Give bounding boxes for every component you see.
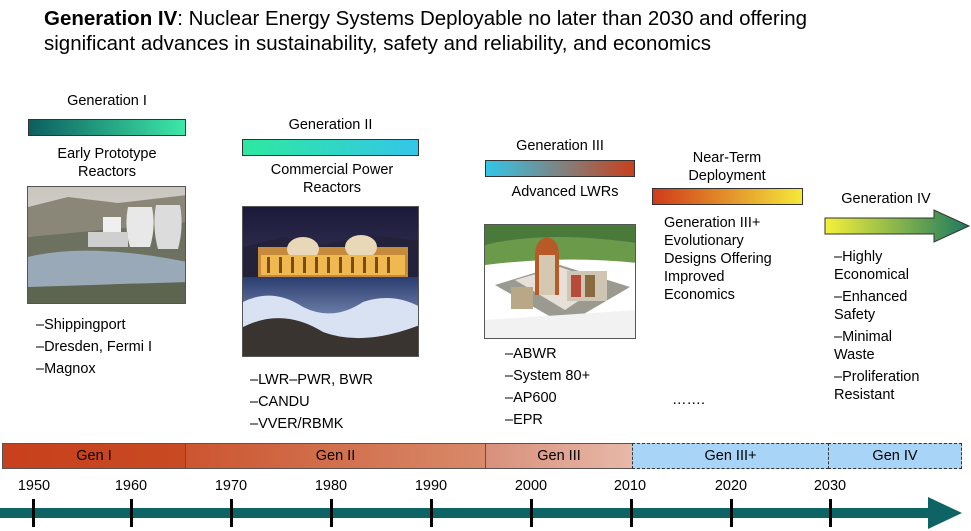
timeline-segment-gen3-plus: Gen III+ [632, 443, 829, 469]
gen4-list: –Highly Economical –Enhanced Safety –Min… [834, 248, 934, 404]
year-label: 2030 [813, 478, 847, 494]
gen1-photo [27, 186, 186, 304]
timeline-tick [730, 499, 733, 527]
year-label: 2000 [514, 478, 548, 494]
near-term-list: Generation III+ Evolutionary Designs Off… [664, 214, 772, 304]
gen2-label: Generation II [288, 117, 373, 133]
year-label: 2010 [613, 478, 647, 494]
timeline-tick [430, 499, 433, 527]
list-item: –Proliferation Resistant [834, 369, 920, 403]
list-item: –System 80+ [505, 368, 591, 384]
gen2-list: –LWR–PWR, BWR –CANDU –VVER/RBMK [250, 369, 373, 435]
gen3-bar [485, 160, 635, 177]
timeline-segment-gen1: Gen I [2, 443, 186, 469]
list-item: –CANDU [250, 394, 310, 410]
year-label: 1980 [314, 478, 348, 494]
timeline-tick [230, 499, 233, 527]
gen2-photo [242, 206, 419, 357]
list-item: Generation III+ [664, 215, 761, 231]
timeline-tick [130, 499, 133, 527]
list-item: –Magnox [36, 361, 96, 377]
gen1-bar [28, 119, 186, 136]
list-item: –Enhanced Safety [834, 289, 908, 323]
list-item: –Dresden, Fermi I [36, 339, 153, 355]
near-term-label: Near-Term Deployment [652, 149, 802, 185]
page-title: Generation IV: Nuclear Energy Systems De… [44, 6, 944, 56]
year-label: 1990 [414, 478, 448, 494]
gen3-list: –ABWR –System 80+ –AP600 –EPR [505, 343, 590, 431]
near-term-label-text: Near-Term Deployment [688, 150, 766, 184]
year-label: 1950 [17, 478, 51, 494]
timeline-segment-gen2: Gen II [185, 443, 486, 469]
list-item: Designs Offering [664, 251, 772, 267]
list-item: –AP600 [505, 390, 557, 406]
gen1-subtitle: Early Prototype Reactors [57, 146, 157, 180]
near-term-bar [652, 188, 803, 205]
gen2-subtitle: Commercial Power Reactors [270, 162, 394, 196]
timeline-tick [829, 499, 832, 527]
gen4-label: Generation IV [841, 191, 931, 207]
gen4-arrow [824, 209, 971, 243]
near-term-ellipsis: ……. [672, 392, 706, 408]
year-label: 1970 [214, 478, 248, 494]
timeline-segment-gen4: Gen IV [828, 443, 962, 469]
timeline-arrow [0, 497, 962, 529]
list-item: –LWR–PWR, BWR [250, 372, 373, 388]
timeline-tick [32, 499, 35, 527]
gen2-bar [242, 139, 419, 156]
list-item: –Shippingport [36, 317, 126, 333]
list-item: –Highly Economical [834, 249, 909, 283]
timeline-tick [530, 499, 533, 527]
gen3-label: Generation III [516, 138, 604, 154]
gen1-label: Generation I [67, 93, 147, 109]
gen1-list: –Shippingport –Dresden, Fermi I –Magnox [36, 314, 152, 380]
year-label: 2020 [714, 478, 748, 494]
timeline-segment-gen3: Gen III [485, 443, 633, 469]
title-line2: significant advances in sustainability, … [44, 32, 711, 55]
list-item: Improved [664, 269, 725, 285]
list-item: Evolutionary [664, 233, 744, 249]
title-bold: Generation IV [44, 7, 178, 30]
list-item: –ABWR [505, 346, 557, 362]
gen3-subtitle: Advanced LWRs [511, 184, 619, 200]
timeline-tick [330, 499, 333, 527]
year-label: 1960 [114, 478, 148, 494]
list-item: –Minimal Waste [834, 329, 893, 363]
list-item: –VVER/RBMK [250, 416, 344, 432]
list-item: –EPR [505, 412, 543, 428]
list-item: Economics [664, 287, 735, 303]
gen3-photo [484, 224, 636, 339]
title-rest: : Nuclear Energy Systems Deployable no l… [177, 7, 808, 30]
timeline-tick [630, 499, 633, 527]
